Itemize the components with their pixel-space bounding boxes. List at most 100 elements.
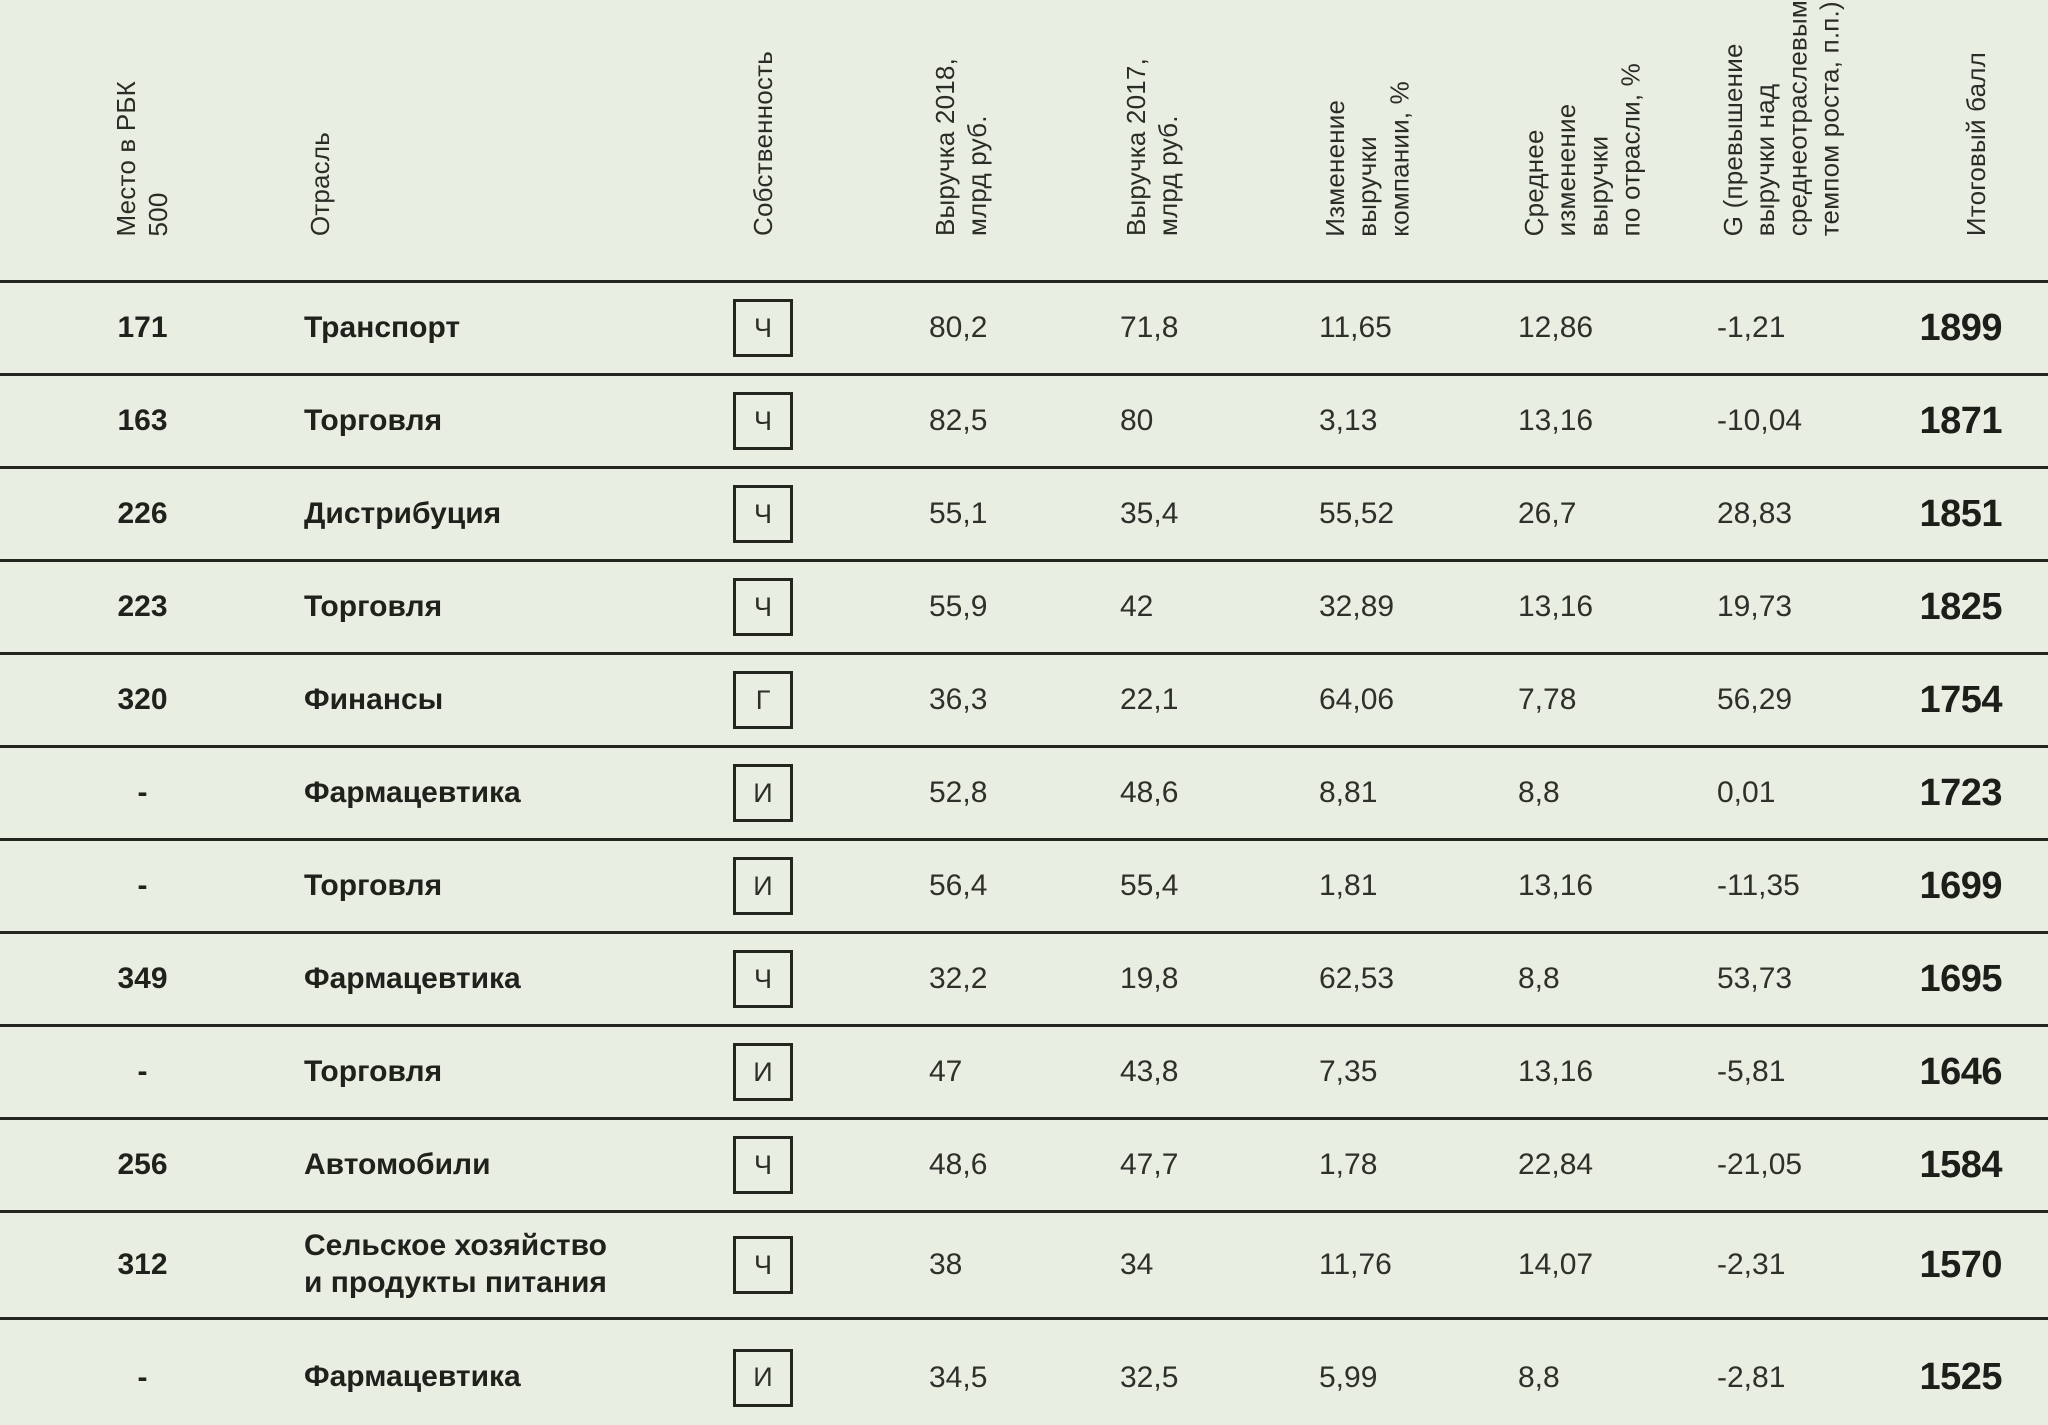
total-score-cell: 1584 (1919, 1143, 2002, 1186)
ownership-cell: И (715, 1348, 811, 1407)
ownership-box: Г (733, 671, 793, 729)
table-row: 320 Финансы Г 36,3 22,1 64,06 7,78 56,29… (0, 655, 2048, 748)
rank-cell: 226 (117, 497, 168, 530)
company-change-cell: 3,13 (1319, 404, 1378, 437)
ownership-cell: Ч (715, 392, 811, 450)
industry-avg-change-cell: 13,16 (1518, 404, 1594, 437)
g-score-cell: 53,73 (1717, 962, 1793, 995)
ownership-box: Ч (733, 1136, 793, 1194)
industry-avg-change-cell: 14,07 (1518, 1248, 1594, 1281)
rank-cell: 163 (117, 404, 168, 437)
industry-cell: Торговля (304, 589, 443, 623)
company-change-cell: 64,06 (1319, 683, 1395, 716)
industry-avg-change-cell: 8,8 (1518, 962, 1560, 995)
company-change-cell: 62,53 (1319, 962, 1395, 995)
table-row: - Фармацевтика И 34,5 32,5 5,99 8,8 -2,8… (0, 1320, 2048, 1425)
g-score-cell: -2,31 (1717, 1248, 1786, 1281)
column-header-company-change-label: Изменение выручки компании, % (1320, 80, 1415, 237)
ownership-box: Ч (733, 1236, 793, 1294)
total-score-cell: 1646 (1919, 1050, 2002, 1093)
total-score-cell: 1723 (1919, 771, 2002, 814)
table-row: 163 Торговля Ч 82,5 80 3,13 13,16 -10,04… (0, 376, 2048, 469)
column-header-industry-label: Отрасль (305, 132, 335, 237)
ownership-box: Ч (733, 299, 793, 357)
ownership-cell: Ч (715, 485, 811, 543)
ownership-cell: И (715, 857, 811, 915)
total-score-cell: 1871 (1919, 399, 2002, 442)
table-body: 171 Транспорт Ч 80,2 71,8 11,65 12,86 -1… (0, 283, 2048, 1425)
revenue-2018-cell: 55,9 (929, 590, 988, 623)
column-header-revenue-2017: Выручка 2017, млрд руб. (1120, 0, 1319, 280)
ownership-box: Ч (733, 578, 793, 636)
revenue-2018-cell: 52,8 (929, 776, 988, 809)
revenue-2018-cell: 36,3 (929, 683, 988, 716)
company-change-cell: 5,99 (1319, 1360, 1378, 1394)
table-row: 223 Торговля Ч 55,9 42 32,89 13,16 19,73… (0, 562, 2048, 655)
company-change-cell: 7,35 (1319, 1055, 1378, 1088)
table-row: 226 Дистрибуция Ч 55,1 35,4 55,52 26,7 2… (0, 469, 2048, 562)
revenue-2018-cell: 82,5 (929, 404, 988, 437)
industry-cell: Финансы (304, 682, 444, 716)
g-score-cell: -11,35 (1717, 869, 1800, 902)
industry-avg-change-cell: 7,78 (1518, 683, 1577, 716)
ownership-box: Ч (733, 950, 793, 1008)
rank-cell: 256 (117, 1148, 168, 1181)
g-score-cell: 19,73 (1717, 590, 1793, 623)
industry-cell: Автомобили (304, 1147, 491, 1181)
rank-cell: 320 (117, 683, 168, 716)
revenue-2018-cell: 34,5 (929, 1360, 988, 1394)
ownership-cell: Ч (715, 1136, 811, 1194)
revenue-2018-cell: 55,1 (929, 497, 988, 530)
column-header-total-score: Итоговый балл (1890, 0, 2048, 280)
total-score-cell: 1570 (1919, 1243, 2002, 1286)
revenue-2017-cell: 71,8 (1120, 311, 1179, 344)
rank-cell: - (137, 1055, 148, 1088)
revenue-2017-cell: 48,6 (1120, 776, 1179, 809)
industry-cell: Торговля (304, 1054, 443, 1088)
industry-cell: Торговля (304, 403, 443, 437)
g-score-cell: -2,81 (1717, 1360, 1786, 1394)
rank-cell: 349 (117, 962, 168, 995)
ownership-box: Ч (733, 392, 793, 450)
total-score-cell: 1851 (1919, 492, 2002, 535)
column-header-industry-avg-change-label: Среднее изменение выручки по отрасли, % (1519, 62, 1646, 237)
industry-avg-change-cell: 13,16 (1518, 869, 1594, 902)
company-change-cell: 11,65 (1319, 311, 1392, 344)
column-header-total-score-label: Итоговый балл (1961, 52, 1991, 237)
ownership-cell: И (715, 1043, 811, 1101)
company-change-cell: 55,52 (1319, 497, 1395, 530)
column-header-g-score-label: G (превышение выручки над среднеотраслев… (1718, 0, 1845, 237)
column-header-revenue-2017-label: Выручка 2017, млрд руб. (1121, 58, 1184, 237)
ownership-cell: Ч (715, 1236, 811, 1294)
rank-cell: 312 (117, 1248, 168, 1281)
company-change-cell: 1,81 (1319, 869, 1378, 902)
total-score-cell: 1695 (1919, 957, 2002, 1000)
column-header-ownership-label: Собственность (747, 51, 778, 237)
table-header: Место в РБК 500 Отрасль Собственность Вы… (0, 0, 2048, 283)
ownership-cell: Ч (715, 950, 811, 1008)
column-header-revenue-2018: Выручка 2018, млрд руб. (811, 0, 1120, 280)
company-change-cell: 8,81 (1319, 776, 1378, 809)
revenue-2018-cell: 47 (929, 1055, 963, 1088)
industry-cell: Фармацевтика (304, 961, 521, 995)
industry-cell: Сельское хозяйство и продукты питания (304, 1229, 607, 1299)
g-score-cell: -5,81 (1717, 1055, 1786, 1088)
ownership-box: И (733, 1348, 793, 1407)
revenue-2018-cell: 48,6 (929, 1148, 988, 1181)
industry-avg-change-cell: 13,16 (1518, 590, 1594, 623)
rank-cell: 171 (117, 311, 168, 344)
ownership-box: И (733, 1043, 793, 1101)
ownership-box: И (733, 857, 793, 915)
table-row: - Фармацевтика И 52,8 48,6 8,81 8,8 0,01… (0, 748, 2048, 841)
revenue-2017-cell: 22,1 (1120, 683, 1179, 716)
ownership-box: Ч (733, 485, 793, 543)
revenue-2017-cell: 43,8 (1120, 1055, 1179, 1088)
rank-cell: - (137, 869, 148, 902)
industry-avg-change-cell: 13,16 (1518, 1055, 1594, 1088)
ownership-cell: Ч (715, 299, 811, 357)
table-row: 256 Автомобили Ч 48,6 47,7 1,78 22,84 -2… (0, 1120, 2048, 1213)
industry-avg-change-cell: 22,84 (1518, 1148, 1594, 1181)
g-score-cell: 56,29 (1717, 683, 1793, 716)
revenue-2018-cell: 56,4 (929, 869, 988, 902)
column-header-rank: Место в РБК 500 (0, 0, 285, 280)
